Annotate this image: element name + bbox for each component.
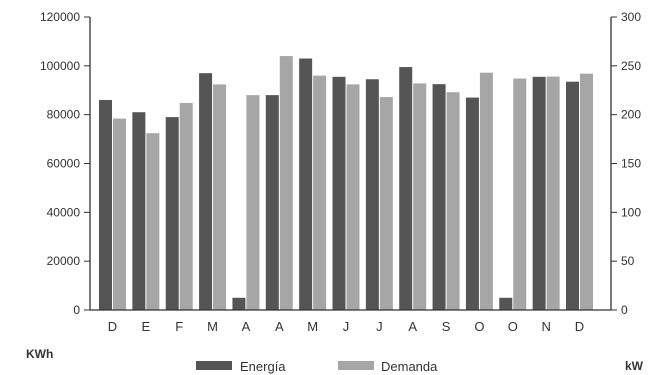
right-tick-label: 250 [621,59,641,73]
right-tick-label: 150 [621,157,641,171]
left-tick-label: 40000 [47,205,81,219]
legend-label-demanda: Demanda [381,359,438,374]
bar-demanda [580,73,593,310]
bar-demanda [113,118,126,310]
bar-energia [299,58,313,311]
right-axis-unit: kW [625,359,644,373]
left-axis-ticks: 0 20000 40000 60000 80000 100000 120000 [40,10,90,317]
x-tick-label: O [474,319,484,334]
bar-demanda [413,83,427,310]
bar-demanda [546,76,560,311]
right-tick-label: 0 [621,303,628,317]
right-axis-ticks: 0 50 100 150 200 250 300 [611,10,641,317]
left-tick-label: 100000 [40,59,80,73]
bar-demanda [246,95,260,310]
bar-energia [132,112,146,310]
x-tick-label: A [408,319,417,334]
bar-energia [365,79,379,310]
bar-demanda [279,56,293,310]
right-tick-label: 100 [621,205,641,219]
bar-demanda [146,133,160,310]
bar-energia [399,67,413,310]
bar-energia [232,297,246,310]
bar-energia [532,76,546,310]
x-tick-label: E [142,319,151,334]
bar-energia [332,76,346,310]
x-tick-label: S [442,319,451,334]
left-tick-label: 0 [73,303,80,317]
bar-energia [465,97,479,310]
bar-energia [199,73,213,311]
left-tick-label: 60000 [47,157,81,171]
x-tick-label: J [343,319,350,334]
bar-demanda [179,102,193,311]
x-tick-label: O [508,319,518,334]
right-tick-label: 50 [621,254,635,268]
legend-label-energia: Energía [240,359,286,374]
bar-demanda [513,78,527,310]
bar-energia [499,297,513,310]
bar-energia [265,95,279,310]
left-axis-unit: KWh [26,347,53,361]
x-tick-label: M [207,319,218,334]
x-tick-label: J [376,319,383,334]
bar-demanda [313,75,327,310]
bar-energia [99,100,112,311]
x-tick-label: M [307,319,318,334]
bar-demanda [479,72,493,310]
bar-demanda [213,84,227,310]
legend: Energía Demanda [196,359,438,374]
x-tick-label: A [275,319,284,334]
bar-demanda [379,97,393,310]
left-tick-label: 20000 [47,254,81,268]
x-tick-label: F [175,319,183,334]
right-tick-label: 200 [621,108,641,122]
bars-group [99,56,593,311]
x-tick-label: A [242,319,251,334]
legend-swatch-energia [196,361,232,370]
bar-demanda [346,84,360,310]
bar-demanda [446,92,460,310]
left-tick-label: 80000 [47,108,81,122]
x-tick-label: N [541,319,550,334]
x-tick-label: D [108,319,117,334]
right-tick-label: 300 [621,10,641,24]
bar-energia [165,117,179,310]
bar-energia [566,81,579,311]
x-tick-label: D [575,319,584,334]
bar-energia [432,84,446,310]
left-tick-label: 120000 [40,10,80,24]
legend-swatch-demanda [338,361,374,370]
